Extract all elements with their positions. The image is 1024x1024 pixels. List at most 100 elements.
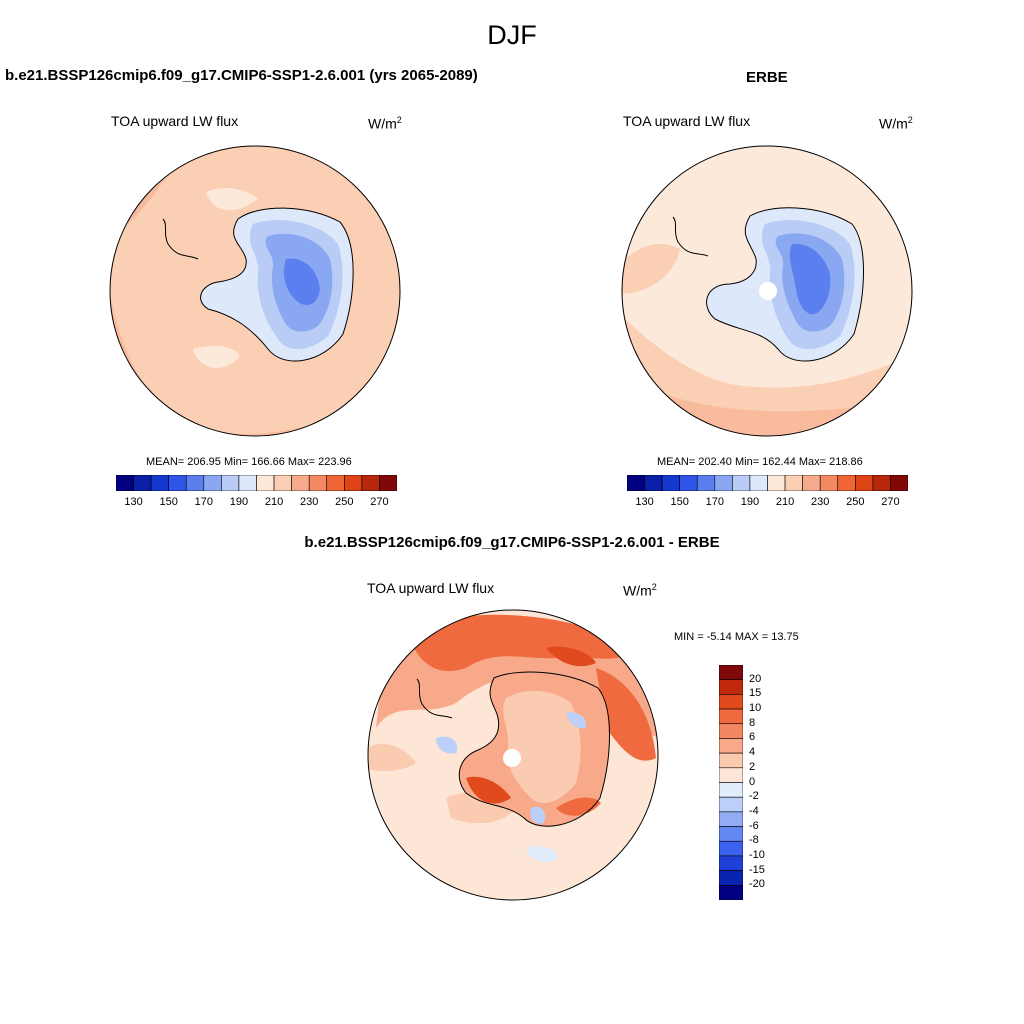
panel3-pole-gap — [503, 749, 521, 767]
panel2-coastline — [672, 207, 864, 362]
panel1-contour-band — [283, 258, 320, 306]
panel2-colorbar — [627, 475, 908, 491]
panel3-colorbar-swatch — [719, 870, 743, 886]
panel1-colorbar-swatch — [238, 475, 257, 491]
panel3-cool-patch — [526, 846, 558, 863]
panel3-colorbar-tick-label: 6 — [749, 731, 756, 744]
panel3-colorbar-tick-label: -10 — [749, 848, 765, 861]
panel3-colorbar-swatch — [719, 738, 743, 754]
panel2-contour-band — [789, 243, 831, 315]
panel2-pole-gap — [759, 282, 777, 300]
panel2-variable-label: TOA upward LW flux — [623, 113, 751, 129]
panel1-colorbar-tick-label: 170 — [194, 496, 213, 508]
panel1-colorbar-swatch — [150, 475, 169, 491]
panel1-colorbar-tick-label: 130 — [124, 496, 143, 508]
panel3-colorbar-tick-label: -6 — [749, 819, 759, 832]
panel1-neutral-patch — [193, 345, 240, 368]
panel1-colorbar-swatch — [273, 475, 292, 491]
panel2-colorbar-tick-label: 130 — [635, 496, 654, 508]
panel2-colorbar-swatch — [872, 475, 891, 491]
panel2-colorbar-labels: 130 150 170 190 210 230 250 270 — [627, 496, 908, 510]
panel3-colorbar-labels: 20 15 10 8 6 4 2 0 -2 -4 -6 -8 -10 -15 -20 — [749, 665, 789, 900]
panel2-units: W/m2 — [879, 115, 913, 132]
figure-title: DJF — [487, 20, 537, 50]
panel3-colorbar-tick-label: -4 — [749, 804, 759, 817]
panel2-colorbar-swatch — [819, 475, 839, 491]
panel2-colorbar-tick-label: 270 — [881, 496, 900, 508]
panel2-colorbar-swatch — [855, 475, 874, 491]
panel2-colorbar-swatch — [749, 475, 768, 491]
panel1-colorbar-swatch — [344, 475, 363, 491]
panel3-colorbar-swatch — [719, 826, 743, 842]
panel1-colorbar-tick-label: 270 — [370, 496, 389, 508]
panel3-colorbar-tick-label: -8 — [749, 834, 759, 847]
panel3-colorbar-tick-label: 10 — [749, 702, 762, 715]
panel3-colorbar-tick-label: -20 — [749, 878, 765, 891]
panel3-colorbar-swatch — [719, 752, 743, 769]
panel3-colorbar-swatch — [719, 840, 743, 857]
panel3-colorbar-tick-label: 15 — [749, 687, 762, 700]
panel2-colorbar-swatch — [767, 475, 786, 491]
panel2-warm-patch — [622, 244, 680, 294]
panel3-map-border — [367, 609, 659, 901]
panel3-colorbar-swatch — [719, 811, 743, 827]
panel3-warm-band — [596, 668, 656, 761]
panel2-colorbar-tick-label: 210 — [775, 496, 795, 508]
panel2-colorbar-swatch — [661, 475, 680, 491]
panel1-coastline — [162, 207, 354, 362]
panel2-colorbar-swatch — [679, 475, 698, 491]
panel2-map-border — [621, 145, 913, 437]
panel3-warm-patch — [466, 776, 511, 804]
panel3-cool-patch — [566, 712, 587, 729]
panel3-contour-band — [503, 690, 581, 803]
panel1-colorbar-swatch — [168, 475, 187, 491]
panel2-stats: MEAN= 202.40 Min= 162.44 Max= 218.86 — [657, 456, 863, 468]
panel2-colorbar-tick-label: 150 — [670, 496, 689, 508]
panel1-colorbar-tick-label: 150 — [159, 496, 178, 508]
panel3-colorbar-tick-label: -2 — [749, 790, 759, 803]
panel3-colorbar-swatch — [719, 679, 743, 695]
panel3-colorbar-tick-label: 8 — [749, 716, 756, 729]
panel2-polar-map — [621, 145, 913, 437]
panel3-colorbar-swatch — [719, 665, 743, 680]
panel1-colorbar-tick-label: 230 — [300, 496, 319, 508]
panel1-colorbar-swatch — [361, 475, 380, 491]
panel2-colorbar-tick-label: 190 — [740, 496, 760, 508]
panel2-colorbar-swatch — [714, 475, 733, 491]
panel3-colorbar-tick-label: 20 — [749, 672, 762, 685]
panel2-colorbar-swatch — [732, 475, 751, 491]
panel3-colorbar-swatch — [719, 782, 743, 798]
panel1-title: b.e21.BSSP126cmip6.f09_g17.CMIP6-SSP1-2.… — [5, 67, 478, 84]
panel1-neutral-patch — [206, 188, 258, 211]
panel3-polar-map — [367, 609, 659, 901]
panel3-colorbar-tick-label: -15 — [749, 863, 765, 876]
panel3-title: b.e21.BSSP126cmip6.f09_g17.CMIP6-SSP1-2.… — [304, 534, 720, 551]
panel1-variable-label: TOA upward LW flux — [111, 113, 239, 129]
panel3-colorbar-swatch — [719, 723, 743, 739]
panel2-colorbar-tick-label: 250 — [846, 496, 865, 508]
panel3-colorbar-swatch — [719, 767, 743, 783]
panel1-colorbar — [116, 475, 397, 491]
panel1-map-border — [109, 145, 401, 437]
panel3-variable-label: TOA upward LW flux — [367, 580, 495, 596]
panel2-colorbar-swatch — [802, 475, 821, 491]
panel3-warm-patch — [546, 646, 596, 667]
panel1-colorbar-swatch — [203, 475, 222, 491]
panel3-coastline — [416, 671, 610, 827]
panel1-colorbar-swatch — [221, 475, 240, 491]
panel1-polar-map — [109, 145, 401, 437]
panel2-title: ERBE — [746, 69, 788, 86]
panel3-stats: MIN = -5.14 MAX = 13.75 — [674, 631, 799, 643]
panel2-colorbar-swatch — [890, 475, 908, 491]
panel2-colorbar-tick-label: 230 — [811, 496, 830, 508]
panel2-colorbar-tick-label: 170 — [705, 496, 724, 508]
panel3-cool-patch — [436, 736, 458, 754]
panel1-colorbar-tick-label: 250 — [335, 496, 354, 508]
panel3-colorbar-swatch — [719, 708, 743, 725]
panel2-colorbar-swatch — [837, 475, 856, 491]
panel1-units: W/m2 — [368, 115, 402, 132]
panel1-colorbar-swatch — [133, 475, 152, 491]
panel2-colorbar-swatch — [784, 475, 803, 491]
panel1-colorbar-labels: 130 150 170 190 210 230 250 270 — [116, 496, 397, 510]
panel2-colorbar-swatch — [627, 475, 645, 491]
